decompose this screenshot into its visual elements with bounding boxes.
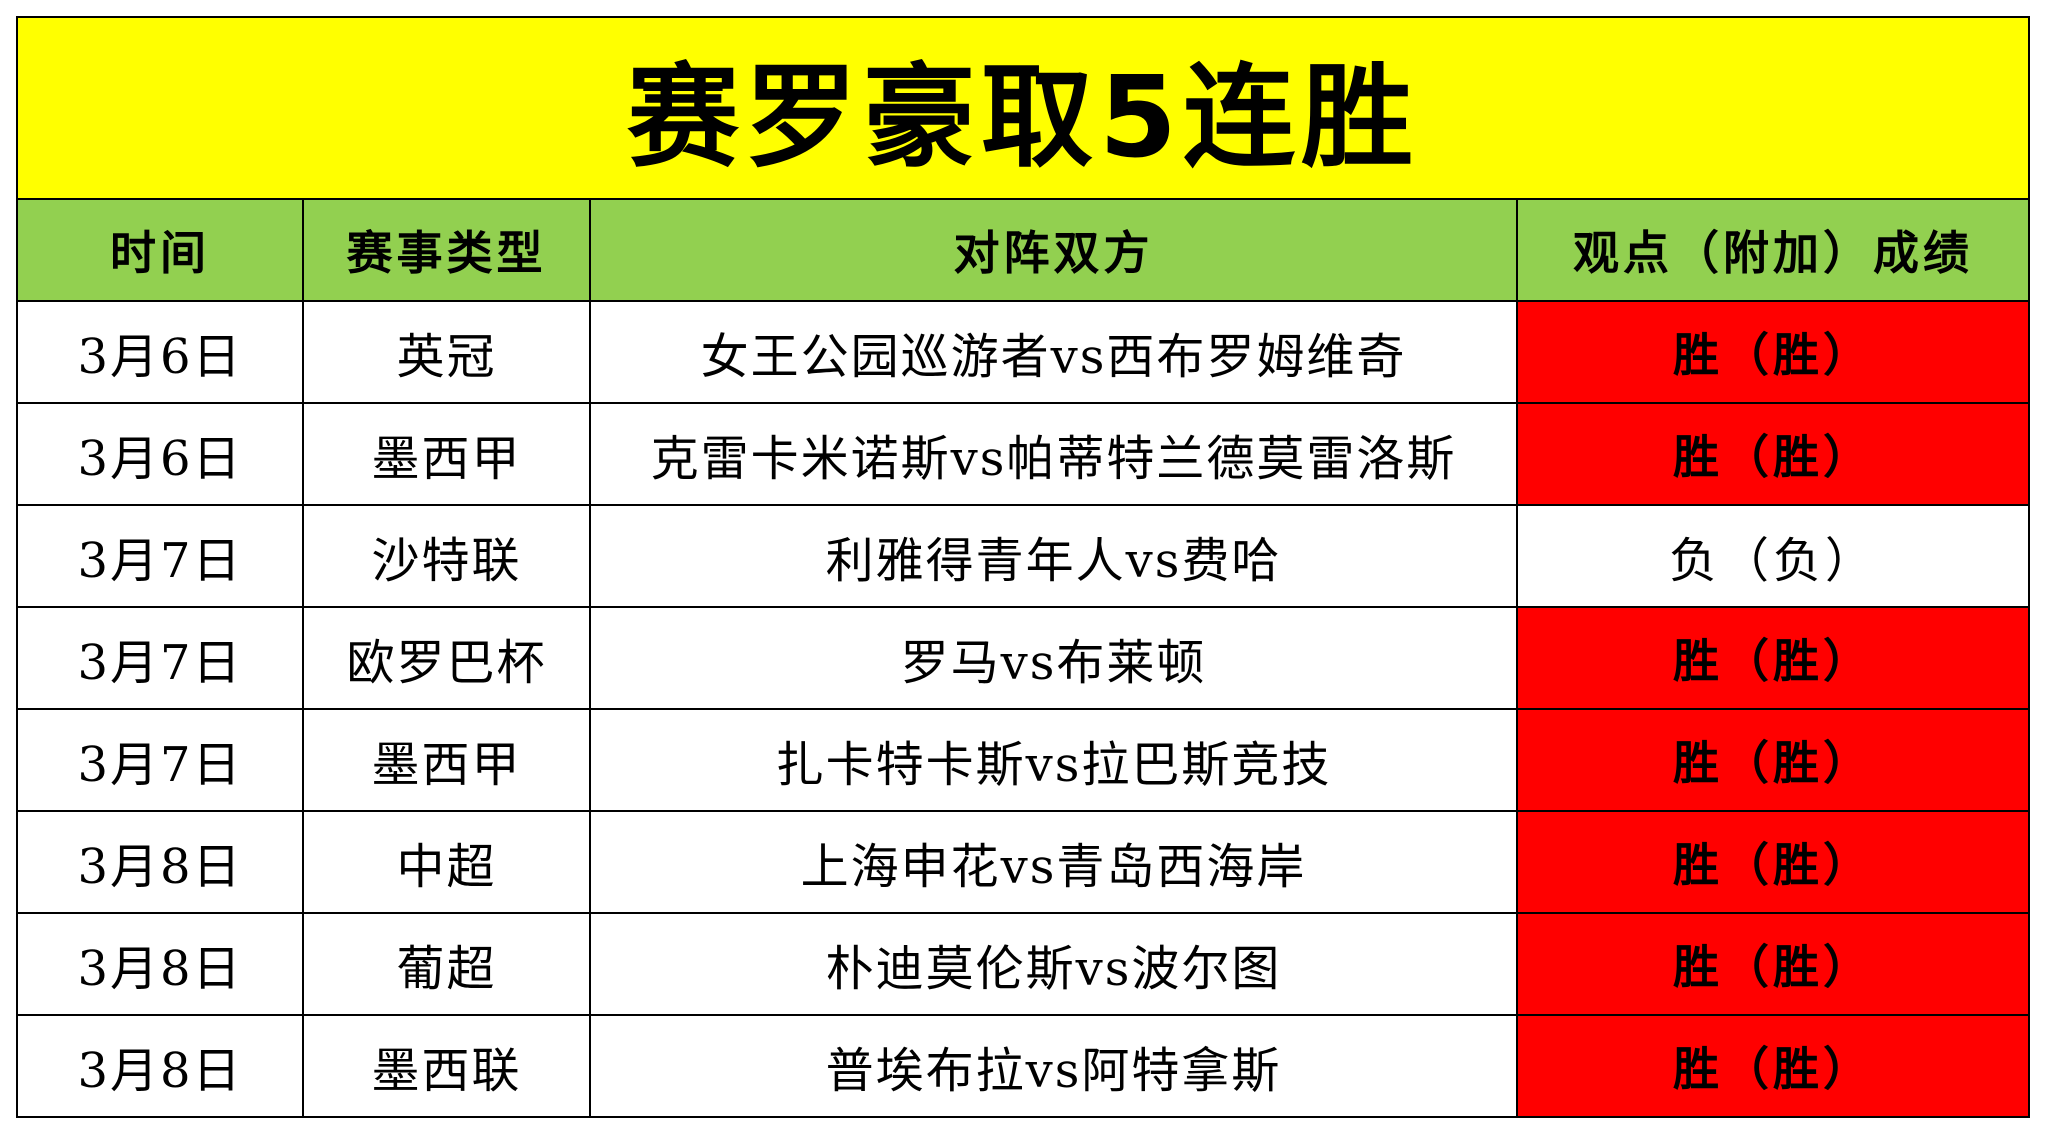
header-type: 赛事类型: [302, 200, 591, 302]
header-date: 时间: [18, 200, 304, 302]
cell-match: 上海申花vs青岛西海岸: [589, 810, 1518, 914]
cell-type: 葡超: [302, 912, 591, 1016]
cell-result: 胜（胜）: [1516, 810, 2028, 914]
cell-result: 胜（胜）: [1516, 402, 2028, 506]
cell-type: 墨西联: [302, 1014, 591, 1116]
cell-match: 普埃布拉vs阿特拿斯: [589, 1014, 1518, 1116]
cell-date: 3月8日: [18, 810, 304, 914]
cell-result: 胜（胜）: [1516, 912, 2028, 1016]
cell-result: 胜（胜）: [1516, 606, 2028, 710]
title-banner: 赛罗豪取5连胜: [18, 18, 2028, 200]
cell-type: 沙特联: [302, 504, 591, 608]
cell-type: 英冠: [302, 300, 591, 404]
page-title: 赛罗豪取5连胜: [627, 53, 1419, 183]
cell-match: 克雷卡米诺斯vs帕蒂特兰德莫雷洛斯: [589, 402, 1518, 506]
cell-type: 欧罗巴杯: [302, 606, 591, 710]
cell-result: 胜（胜）: [1516, 300, 2028, 404]
cell-type: 中超: [302, 810, 591, 914]
cell-result: 胜（胜）: [1516, 1014, 2028, 1116]
cell-date: 3月7日: [18, 504, 304, 608]
cell-match: 朴迪莫伦斯vs波尔图: [589, 912, 1518, 1016]
cell-match: 女王公园巡游者vs西布罗姆维奇: [589, 300, 1518, 404]
table-row: 3月7日 沙特联 利雅得青年人vs费哈 负（负）: [18, 504, 2028, 608]
cell-match: 扎卡特卡斯vs拉巴斯竞技: [589, 708, 1518, 812]
table-row: 3月7日 墨西甲 扎卡特卡斯vs拉巴斯竞技 胜（胜）: [18, 708, 2028, 812]
cell-result: 负（负）: [1516, 504, 2028, 608]
cell-match: 罗马vs布莱顿: [589, 606, 1518, 710]
cell-date: 3月8日: [18, 1014, 304, 1116]
results-sheet: 赛罗豪取5连胜 时间 赛事类型 对阵双方 观点（附加）成绩 3月6日 英冠 女王…: [16, 16, 2030, 1118]
table-row: 3月8日 墨西联 普埃布拉vs阿特拿斯 胜（胜）: [18, 1014, 2028, 1116]
cell-result: 胜（胜）: [1516, 708, 2028, 812]
cell-date: 3月7日: [18, 606, 304, 710]
results-table: 时间 赛事类型 对阵双方 观点（附加）成绩 3月6日 英冠 女王公园巡游者vs西…: [18, 200, 2028, 1116]
table-row: 3月8日 中超 上海申花vs青岛西海岸 胜（胜）: [18, 810, 2028, 914]
cell-date: 3月7日: [18, 708, 304, 812]
table-row: 3月6日 墨西甲 克雷卡米诺斯vs帕蒂特兰德莫雷洛斯 胜（胜）: [18, 402, 2028, 506]
table-row: 3月6日 英冠 女王公园巡游者vs西布罗姆维奇 胜（胜）: [18, 300, 2028, 404]
cell-type: 墨西甲: [302, 402, 591, 506]
cell-date: 3月6日: [18, 300, 304, 404]
table-row: 3月8日 葡超 朴迪莫伦斯vs波尔图 胜（胜）: [18, 912, 2028, 1016]
cell-date: 3月6日: [18, 402, 304, 506]
header-result: 观点（附加）成绩: [1516, 200, 2028, 302]
table-row: 3月7日 欧罗巴杯 罗马vs布莱顿 胜（胜）: [18, 606, 2028, 710]
header-row: 时间 赛事类型 对阵双方 观点（附加）成绩: [18, 200, 2028, 302]
cell-type: 墨西甲: [302, 708, 591, 812]
cell-date: 3月8日: [18, 912, 304, 1016]
header-match: 对阵双方: [589, 200, 1518, 302]
cell-match: 利雅得青年人vs费哈: [589, 504, 1518, 608]
